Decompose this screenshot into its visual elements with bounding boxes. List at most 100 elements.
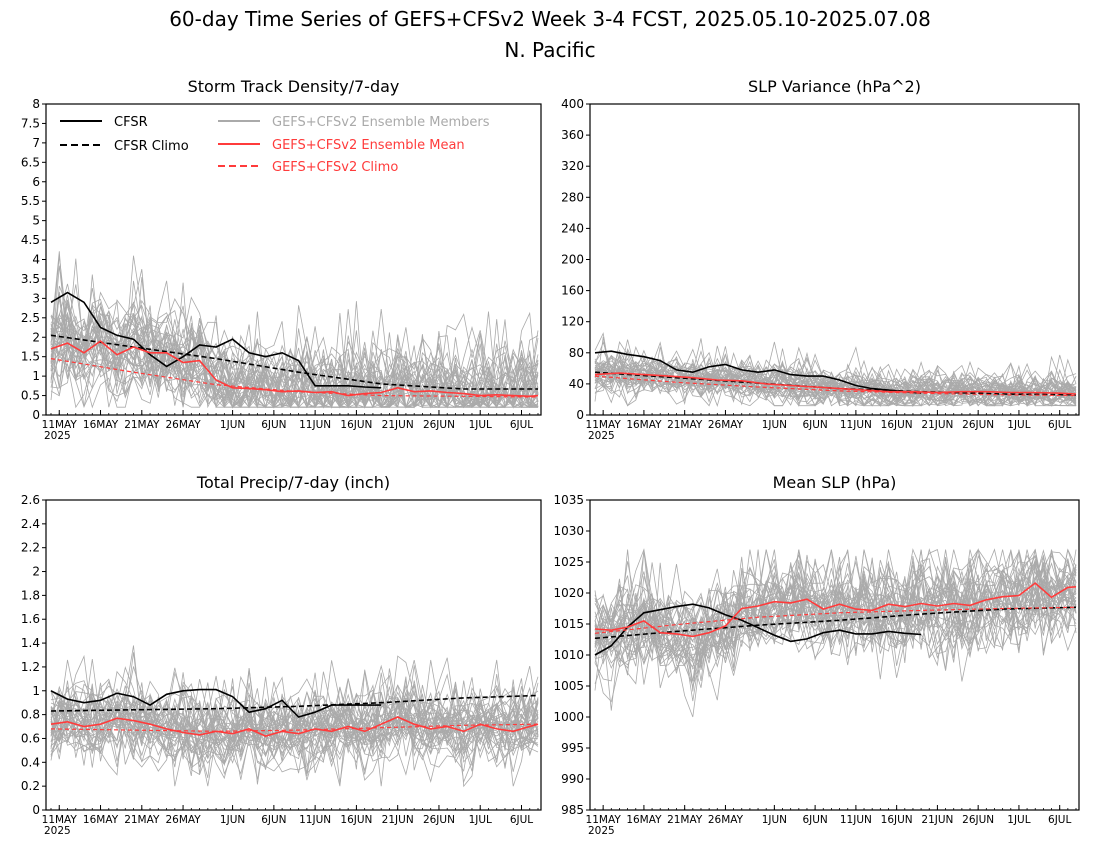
y-tick-label: 1 [32, 369, 40, 383]
x-tick-label: 6JUN [802, 419, 827, 431]
y-tick-label: 280 [561, 190, 584, 204]
x-axis: 11MAY 16MAY 21MAY 26MAY 1JUN 6JUN 11JUN 16JUN 21… [586, 805, 1077, 837]
panel-title: Total Precip/7-day (inch) [196, 473, 390, 492]
series-line-gefs-cfsv2-climo [594, 375, 1077, 397]
y-tick-label: 4.5 [21, 233, 40, 247]
panel-3: Total Precip/7-day (inch)00.20.40.60.811… [21, 473, 542, 837]
series-line-gefs-cfsv2-ensemble-mean [50, 340, 539, 398]
ensemble-member-line [50, 255, 539, 409]
panel-title: Mean SLP (hPa) [773, 473, 897, 492]
x-tick-label: 6JUL [510, 814, 533, 826]
ensemble-member-line [50, 311, 539, 409]
x-tick-label: 11JUN [299, 814, 331, 826]
ensemble-member-line [50, 280, 538, 409]
x-tick-label: 21JUN [382, 419, 414, 431]
y-tick-label: 0.8 [21, 708, 40, 722]
x-tick-label: 26MAY [165, 814, 201, 826]
ensemble-member-line [50, 686, 539, 768]
y-tick-label: 160 [561, 284, 584, 298]
y-tick-label: 1005 [553, 679, 584, 693]
y-tick-label: 1025 [553, 555, 584, 569]
y-axis: 0 40 80 120 160 200 240 280 320 360 400 [561, 97, 590, 422]
x-tick-label: 26JUN [962, 814, 994, 826]
x-tick-label: 6JUL [1048, 419, 1071, 431]
series-line-cfsr [594, 350, 922, 394]
x-tick-label: 21JUN [921, 814, 953, 826]
ensemble-member-line [50, 680, 539, 780]
ensemble-member-line [50, 284, 539, 408]
y-tick-label: 1020 [553, 586, 584, 600]
ensemble-member-line [594, 549, 1077, 688]
panel-1: Storm Track Density/7-day 0 0.5 1 1.5 2 2.5 3 3.… [21, 77, 542, 442]
x-tick-label: 21MAY [124, 419, 160, 431]
series-line-cfsr-climo [594, 371, 1077, 396]
x-tick-label: 16JUN [881, 814, 913, 826]
x-tick-label: 21MAY [124, 814, 160, 826]
y-tick-label: 985 [561, 803, 584, 817]
y-tick-label: 1.8 [21, 588, 40, 602]
x-tick-label: 6JUL [510, 419, 533, 431]
ensemble-member-line [594, 354, 1076, 407]
series-line-gefs-cfsv2-climo [50, 723, 539, 732]
y-tick-label: 6.5 [21, 155, 40, 169]
y-tick-label: 1.6 [21, 612, 40, 626]
x-tick-label: 1JUL [469, 814, 492, 826]
x-tick-label: 11JUN [299, 419, 331, 431]
ensemble-member-line [50, 318, 538, 409]
x-tick-label: 1JUN [762, 419, 787, 431]
y-tick-label: 200 [561, 253, 584, 267]
y-axis: 0 0.2 0.4 0.6 0.8 1 1.2 1.4 1.6 1.8 2 2.2 2.4 2.6 [21, 493, 46, 817]
x-year-label: 2025 [44, 825, 71, 837]
legend-label: GEFS+CFSv2 Ensemble Members [272, 115, 490, 130]
y-tick-label: 0.6 [21, 731, 40, 745]
y-tick-label: 2 [32, 565, 40, 579]
ensemble-member-line [50, 309, 539, 409]
ensemble-member-line [50, 681, 539, 775]
ensemble-member-line [594, 557, 1077, 718]
ensemble-member-line [50, 675, 539, 775]
x-tick-label: 16JUN [881, 419, 913, 431]
ensemble-member-line [594, 548, 1077, 637]
figure-region-title: N. Pacific [504, 38, 595, 62]
y-tick-label: 995 [561, 741, 584, 755]
x-tick-label: 1JUN [762, 814, 787, 826]
ensemble-member-line [50, 305, 539, 408]
x-tick-label: 6JUN [261, 419, 286, 431]
legend: CFSR CFSR Climo GEFS+CFSv2 Ensemble Member… [60, 115, 490, 175]
ensemble-member-line [50, 682, 539, 788]
series-line-gefs-cfsv2-ensemble-mean [50, 716, 539, 737]
y-tick-label: 1035 [553, 493, 584, 507]
x-tick-label: 11MAY [586, 419, 622, 431]
x-tick-label: 1JUL [1007, 419, 1030, 431]
series-line-gefs-cfsv2-climo [50, 358, 539, 398]
y-tick-label: 3 [32, 291, 40, 305]
x-tick-label: 16MAY [83, 419, 119, 431]
x-tick-label: 26JUN [962, 419, 994, 431]
y-tick-label: 360 [561, 128, 584, 142]
series-line-cfsr [594, 603, 922, 656]
series-line-cfsr [50, 688, 382, 718]
y-tick-label: 1030 [553, 524, 584, 538]
y-tick-label: 7 [32, 136, 40, 150]
x-tick-label: 16MAY [626, 814, 662, 826]
series-line-cfsr-climo [50, 694, 539, 712]
y-tick-label: 0.4 [21, 755, 40, 769]
y-tick-label: 1015 [553, 617, 584, 631]
ensemble-member-line [594, 558, 1077, 702]
y-tick-label: 6 [32, 175, 40, 189]
legend-label: GEFS+CFSv2 Ensemble Mean [272, 138, 465, 153]
ensemble-member-line [594, 345, 1077, 407]
x-tick-label: 16JUN [340, 419, 372, 431]
panel-4: Mean SLP (hPa) 985 990 995 1000 1005 1010 1015 1… [553, 473, 1080, 837]
x-year-label: 2025 [44, 430, 71, 442]
x-year-label: 2025 [588, 430, 615, 442]
legend-label: CFSR Climo [114, 139, 189, 154]
y-tick-label: 80 [569, 346, 584, 360]
y-tick-label: 7.5 [21, 116, 40, 130]
y-tick-label: 400 [561, 97, 584, 111]
x-year-label: 2025 [588, 825, 615, 837]
y-tick-label: 5.5 [21, 194, 40, 208]
x-axis: 11MAY 16MAY 21MAY 26MAY 1JUN 6JUN 11JUN 16JUN 21… [586, 410, 1077, 442]
y-tick-label: 0 [32, 803, 40, 817]
